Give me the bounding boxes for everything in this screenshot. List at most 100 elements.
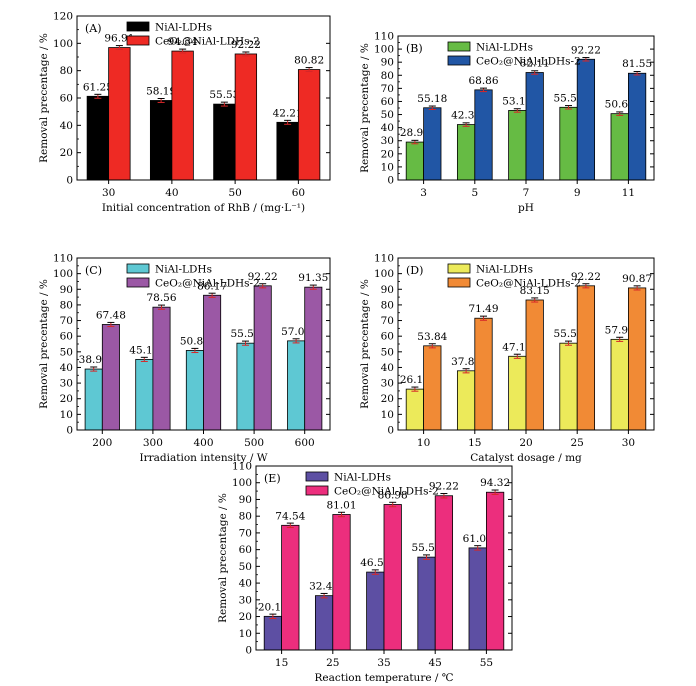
data-label: 92.22 <box>571 271 601 283</box>
y-tick-label: 90 <box>381 57 394 69</box>
y-tick-label: 40 <box>381 362 394 374</box>
y-tick-label: 20 <box>60 147 73 159</box>
bar-nial-ldhs-60 <box>276 121 299 181</box>
bar-ceo2-nial-ldhs-200 <box>101 324 120 431</box>
data-label: 55.53 <box>553 328 583 340</box>
y-tick-label: 30 <box>381 378 394 390</box>
y-tick-label: 60 <box>60 331 73 343</box>
panel-label: (B) <box>406 42 423 55</box>
y-tick-label: 0 <box>66 175 73 187</box>
legend-label: CeO₂@NiAl-LDHs-2 <box>155 36 260 48</box>
legend-label: CeO₂@NiAl-LDHs-2 <box>155 278 260 290</box>
data-label: 55.53 <box>411 542 441 554</box>
x-tick-label: 10 <box>417 437 430 449</box>
x-tick-label: 25 <box>571 437 584 449</box>
legend-label: CeO₂@NiAl-LDHs-2 <box>476 56 581 68</box>
data-label: 67.48 <box>96 309 126 321</box>
bar-nial-ldhs-40 <box>149 100 173 181</box>
y-tick-label: 0 <box>245 645 252 657</box>
data-label: 90.87 <box>622 273 652 285</box>
data-label: 80.82 <box>294 55 324 67</box>
data-label: 86.98 <box>378 490 408 502</box>
y-tick-label: 10 <box>381 161 394 173</box>
data-label: 46.58 <box>360 557 390 569</box>
bar-ceo2-nial-ldhs-7 <box>525 72 544 181</box>
panel-label: (D) <box>406 264 423 277</box>
y-tick-label: 40 <box>60 362 73 374</box>
x-tick-label: 500 <box>244 437 264 449</box>
bar-ceo2-nial-ldhs-60 <box>297 69 321 181</box>
legend-swatch <box>126 277 150 288</box>
legend-swatch <box>447 277 471 288</box>
bar-ceo2-nial-ldhs-300 <box>152 306 171 431</box>
x-tick-label: 30 <box>102 187 115 199</box>
y-tick-label: 40 <box>381 122 394 134</box>
data-label: 42.21 <box>273 107 303 119</box>
y-tick-label: 100 <box>374 44 394 56</box>
y-tick-label: 80 <box>239 511 252 523</box>
bar-nial-ldhs-30 <box>86 95 110 181</box>
data-label: 42.34 <box>451 110 481 122</box>
bar-ceo2-nial-ldhs-30 <box>108 47 131 181</box>
x-tick-label: 11 <box>622 187 635 199</box>
x-axis-title: Initial concentration of RhB / (mg·L⁻¹) <box>102 202 305 214</box>
data-label: 55.53 <box>230 328 260 340</box>
y-tick-label: 50 <box>381 346 394 358</box>
data-label: 20.13 <box>258 601 288 613</box>
legend-label: NiAl-LDHs <box>476 42 533 54</box>
data-label: 32.49 <box>309 581 339 593</box>
bar-nial-ldhs-11 <box>610 113 629 181</box>
bar-ceo2-nial-ldhs-45 <box>434 495 454 651</box>
y-tick-label: 120 <box>53 11 73 23</box>
y-axis-title: Removal precentage / % <box>217 493 229 623</box>
bar-ceo2-nial-ldhs-5 <box>474 89 493 181</box>
bar-ceo2-nial-ldhs-20 <box>525 299 544 431</box>
data-label: 83.15 <box>520 285 550 297</box>
bar-ceo2-nial-ldhs-30 <box>628 287 647 431</box>
legend-swatch <box>305 485 329 496</box>
bar-ceo2-nial-ldhs-400 <box>203 294 222 431</box>
y-tick-label: 100 <box>232 477 252 489</box>
y-tick-label: 20 <box>239 611 252 623</box>
bar-ceo2-nial-ldhs-9 <box>576 58 596 181</box>
y-tick-label: 70 <box>239 527 252 539</box>
data-label: 50.68 <box>605 99 635 111</box>
panel-d: 26.14 53.84 37.86 71.49 47.15 83.15 55.53 92.22… <box>359 253 655 464</box>
data-label: 74.54 <box>275 510 305 522</box>
panel-label: (A) <box>85 22 102 35</box>
x-tick-label: 200 <box>92 437 112 449</box>
bar-nial-ldhs-300 <box>135 358 154 431</box>
y-tick-label: 20 <box>381 148 394 160</box>
bar-nial-ldhs-15 <box>263 615 282 651</box>
bar-nial-ldhs-3 <box>405 141 424 181</box>
y-axis-title: Removal precentage / % <box>359 43 371 173</box>
bar-ceo2-nial-ldhs-40 <box>171 50 194 181</box>
y-tick-label: 0 <box>66 425 73 437</box>
y-tick-label: 10 <box>239 628 252 640</box>
x-tick-label: 300 <box>143 437 163 449</box>
data-label: 94.32 <box>480 477 510 489</box>
data-label: 92.22 <box>248 271 278 283</box>
y-axis-title: Removal precentage / % <box>38 279 50 409</box>
legend-swatch <box>447 41 471 52</box>
panel-c: 38.98 67.48 45.16 78.56 50.87 86.17 55.53 92.22… <box>38 253 331 464</box>
bar-nial-ldhs-25 <box>559 342 578 431</box>
y-tick-label: 70 <box>381 83 394 95</box>
y-tick-label: 20 <box>381 393 394 405</box>
bar-nial-ldhs-15 <box>456 370 476 431</box>
y-tick-label: 30 <box>239 594 252 606</box>
y-tick-label: 60 <box>239 544 252 556</box>
x-tick-label: 60 <box>292 187 305 199</box>
data-label: 92.22 <box>571 44 601 56</box>
y-tick-label: 100 <box>53 268 73 280</box>
y-tick-label: 70 <box>60 315 73 327</box>
y-tick-label: 10 <box>381 409 394 421</box>
y-tick-label: 80 <box>381 70 394 82</box>
x-tick-label: 20 <box>519 437 532 449</box>
bar-ceo2-nial-ldhs-25 <box>576 285 596 431</box>
y-tick-label: 100 <box>374 268 394 280</box>
data-label: 37.86 <box>451 356 481 368</box>
x-tick-label: 35 <box>377 657 390 669</box>
data-label: 53.12 <box>502 95 532 107</box>
